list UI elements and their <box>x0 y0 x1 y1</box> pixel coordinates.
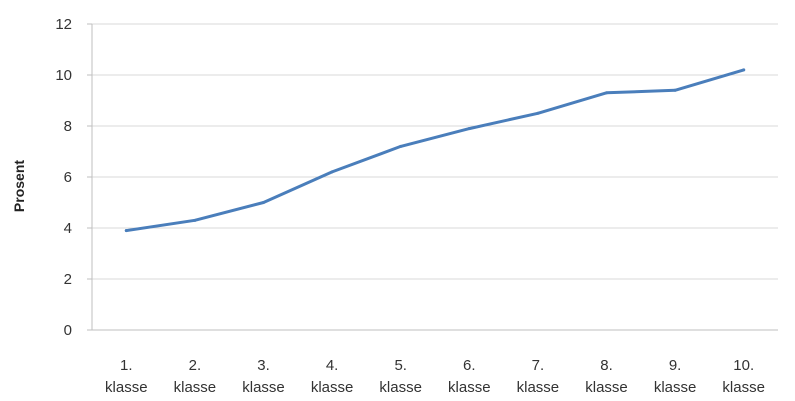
x-tick-label: klasse <box>311 379 354 396</box>
x-tick-label: 1. <box>120 357 133 374</box>
x-tick-label: klasse <box>654 379 697 396</box>
x-tick-label: klasse <box>174 379 217 396</box>
series-layer <box>124 68 746 233</box>
gridlines <box>92 23 778 280</box>
x-tick-labels: 1. klasse 2. klasse 3. klasse 4. klasse 5. klasse… <box>105 357 765 396</box>
x-tick-label: klasse <box>379 379 422 396</box>
y-tick-label: 2 <box>64 271 72 288</box>
y-tick-labels: 0 2 4 6 8 10 12 <box>55 16 72 339</box>
data-point <box>124 229 128 233</box>
data-point <box>399 144 403 148</box>
axes <box>87 23 778 331</box>
x-tick-label: 3. <box>257 357 270 374</box>
data-point <box>262 201 265 204</box>
y-tick-label: 8 <box>64 118 72 135</box>
x-tick-label: 5. <box>394 357 407 374</box>
y-tick-label: 0 <box>64 322 72 339</box>
series-line <box>124 68 746 233</box>
data-point <box>193 218 197 222</box>
x-tick-label: klasse <box>242 379 285 396</box>
data-point <box>536 111 540 115</box>
x-tick-label: 2. <box>189 357 202 374</box>
y-axis-title: Prosent <box>11 160 27 212</box>
x-tick-label: 7. <box>532 357 545 374</box>
x-tick-label: klasse <box>448 379 491 396</box>
y-tick-label: 4 <box>64 220 72 237</box>
x-tick-label: 8. <box>600 357 613 374</box>
x-tick-label: klasse <box>585 379 628 396</box>
y-tick-label: 12 <box>55 16 72 33</box>
data-point <box>467 127 471 131</box>
x-tick-label: 4. <box>326 357 339 374</box>
data-point <box>673 88 677 92</box>
x-tick-label: klasse <box>722 379 765 396</box>
x-tick-label: 6. <box>463 357 476 374</box>
x-tick-label: 9. <box>669 357 682 374</box>
x-tick-label: klasse <box>517 379 560 396</box>
y-tick-label: 6 <box>64 169 72 186</box>
x-tick-label: 10. <box>733 357 754 374</box>
data-point <box>605 91 608 95</box>
y-tick-label: 10 <box>55 67 72 84</box>
data-point <box>742 68 746 72</box>
data-point <box>330 170 334 174</box>
x-tick-label: klasse <box>105 379 148 396</box>
